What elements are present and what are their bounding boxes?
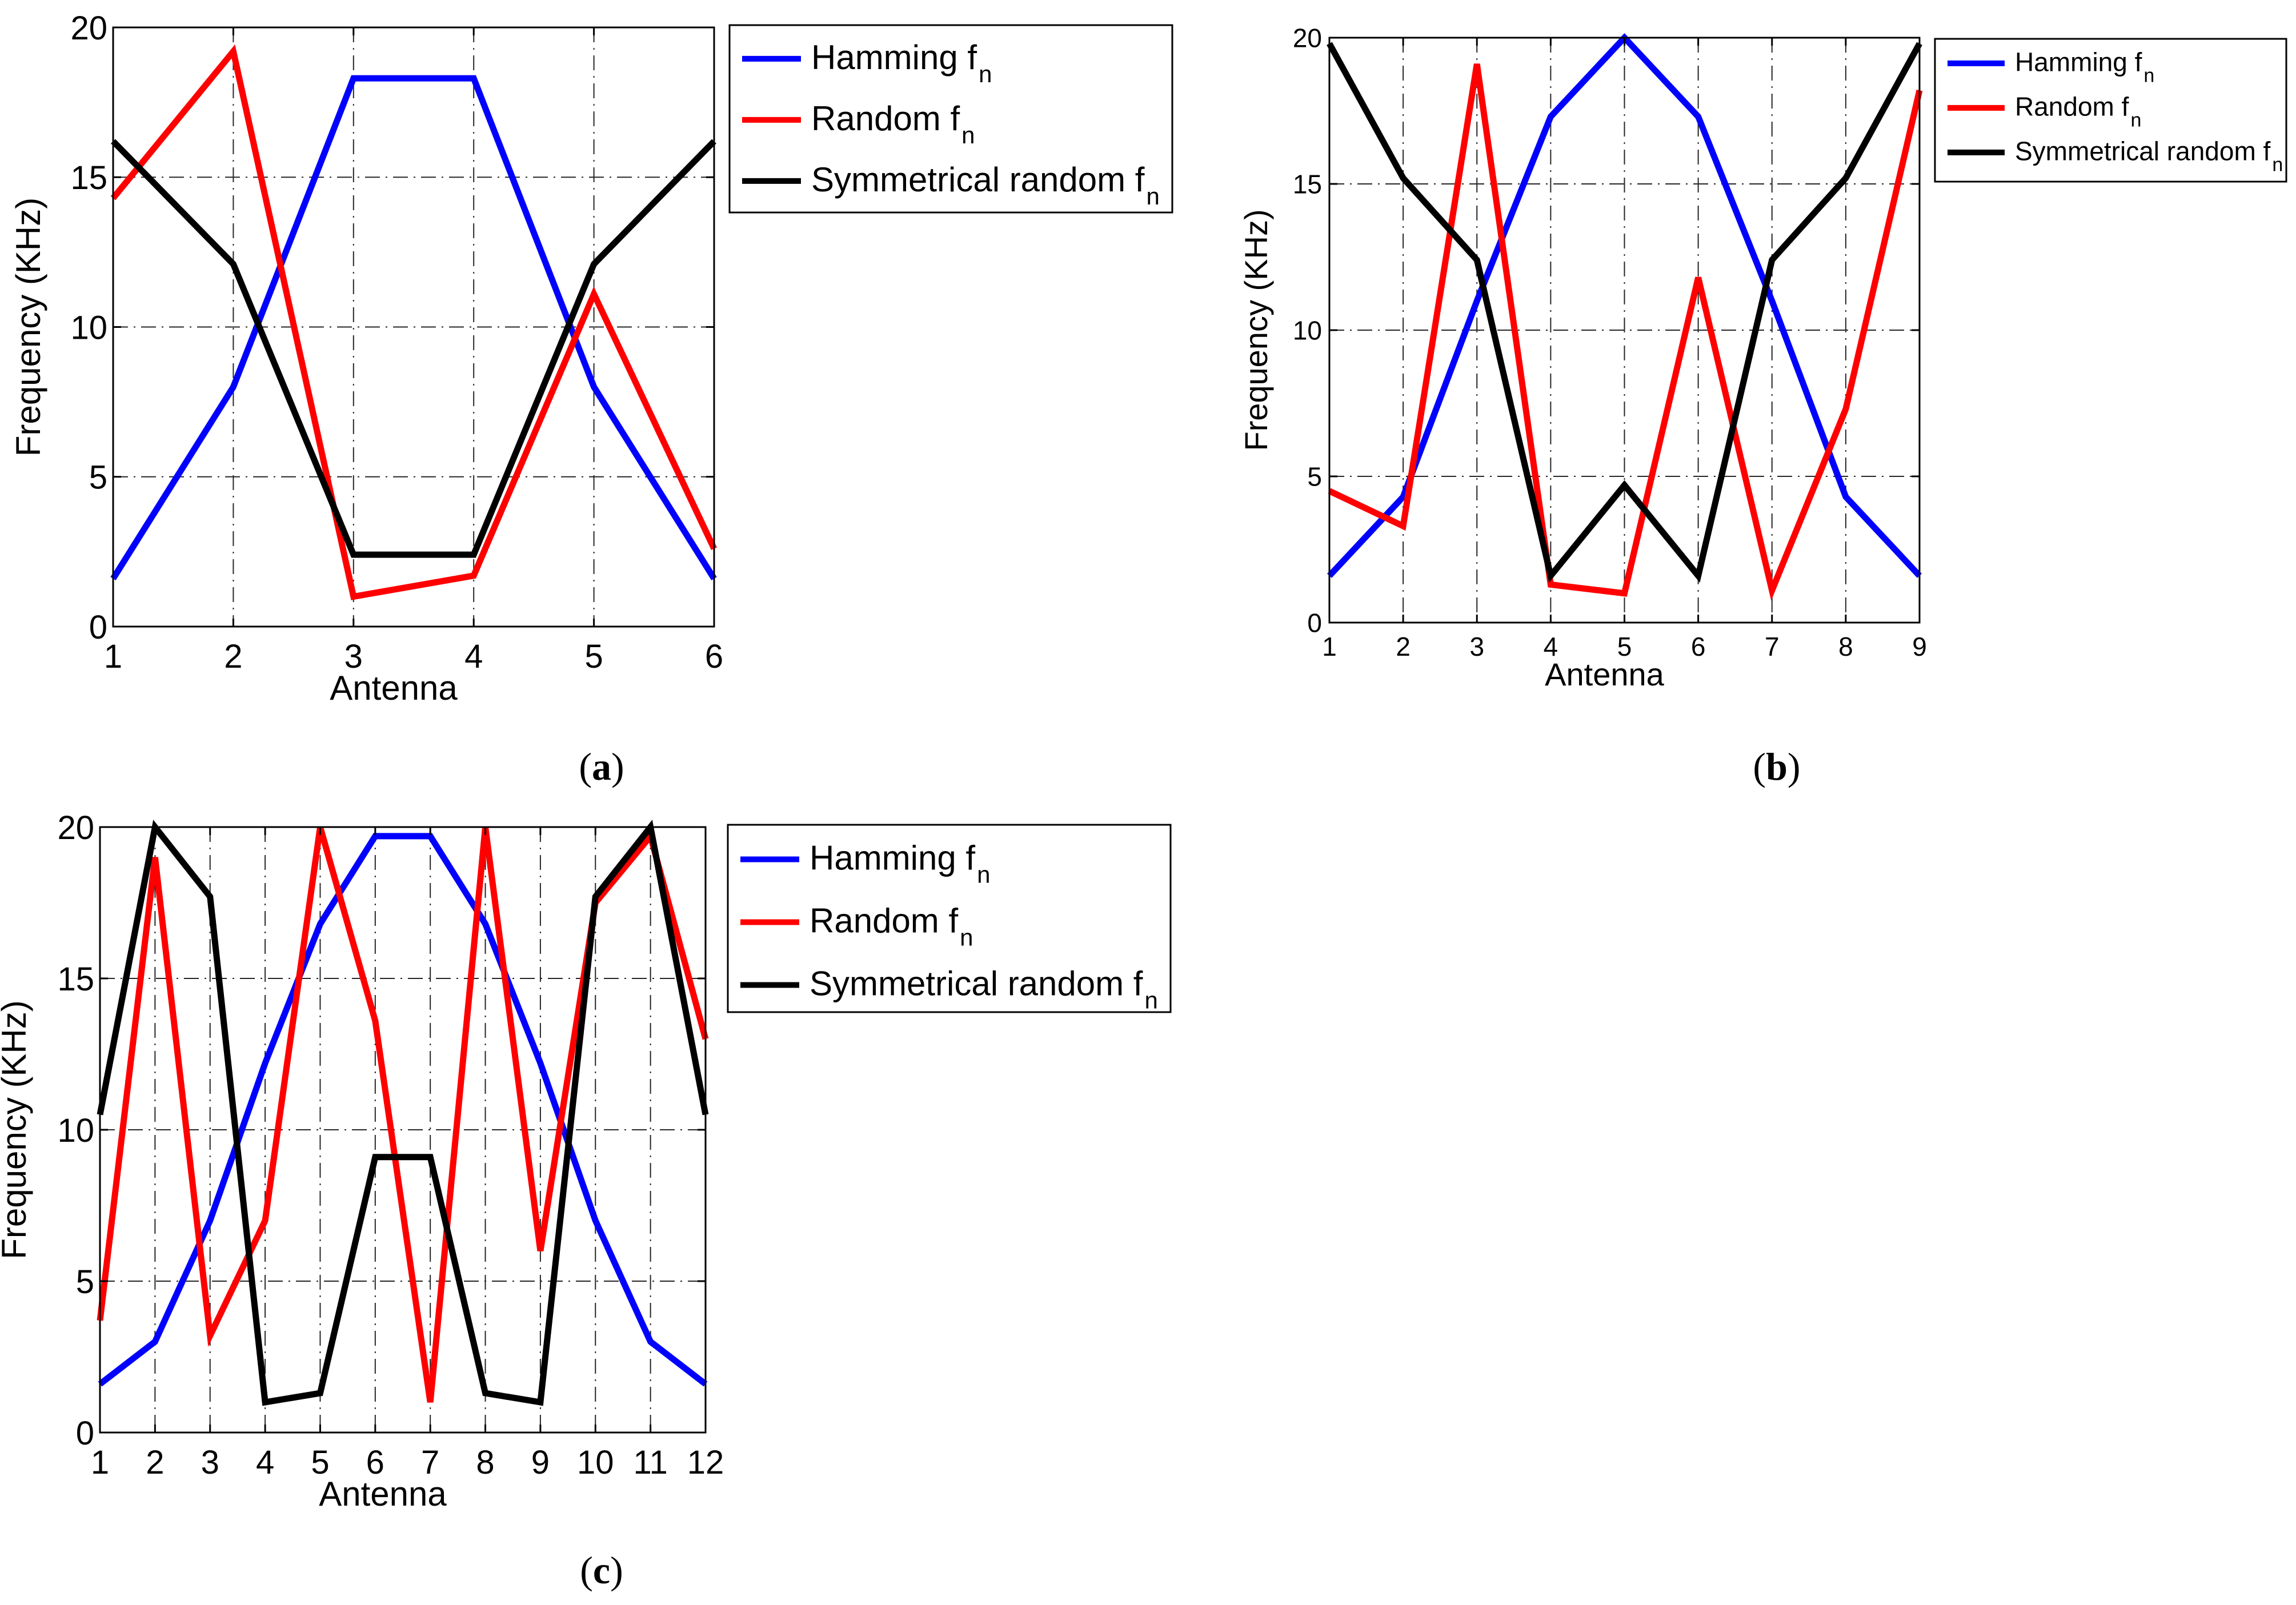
x-tick-label: 5 bbox=[1617, 632, 1632, 661]
x-tick-label: 6 bbox=[1691, 632, 1706, 661]
y-tick-label: 15 bbox=[1293, 170, 1322, 199]
panel-caption-b: (b) bbox=[1753, 745, 1800, 788]
x-tick-label: 4 bbox=[256, 1444, 274, 1481]
legend-label-random: Random fn bbox=[810, 902, 973, 951]
x-tick-label: 5 bbox=[584, 638, 603, 675]
x-axis-label: Antenna bbox=[1545, 656, 1664, 692]
panel-caption-c: (c) bbox=[580, 1548, 623, 1592]
x-tick-label: 1 bbox=[1322, 632, 1337, 661]
x-tick-label: 9 bbox=[1912, 632, 1927, 661]
x-tick-label: 2 bbox=[146, 1444, 164, 1481]
y-tick-label: 10 bbox=[1293, 316, 1322, 346]
x-tick-label: 6 bbox=[366, 1444, 384, 1481]
y-tick-label: 20 bbox=[1293, 23, 1322, 53]
chart-panel-a: 1 2 3 4 5 6 0 5 10 15 20 Antenna Frequency (KHz) Hamm… bbox=[9, 10, 1173, 788]
x-tick-label: 3 bbox=[344, 638, 363, 675]
y-tick-label: 15 bbox=[70, 159, 107, 196]
y-tick-label: 5 bbox=[89, 459, 107, 496]
legend: Hamming fn Random fn Symmetrical random fn bbox=[727, 824, 1172, 1014]
legend-label-hamming: Hamming fn bbox=[810, 839, 990, 888]
legend-label-symmetrical: Symmetrical random fn bbox=[2015, 137, 2283, 176]
x-tick-label: 6 bbox=[705, 638, 723, 675]
chart-panel-c: 1 2 3 4 5 6 7 8 9 10 11 1205101520AntennaFrequency … bbox=[0, 809, 1172, 1592]
x-tick-label: 11 bbox=[634, 1444, 668, 1481]
y-tick-label: 10 bbox=[70, 309, 107, 346]
x-tick-label: 4 bbox=[464, 638, 483, 675]
legend: Hamming fn Random fn Symmetrical random fn bbox=[1934, 38, 2287, 183]
y-tick-label: 0 bbox=[1307, 608, 1322, 638]
y-tick-label: 5 bbox=[1307, 462, 1322, 492]
y-tick-label: 0 bbox=[76, 1415, 94, 1452]
x-tick-label: 1 bbox=[104, 638, 122, 675]
chart-panel-b: 1 2 3 4 5 6 7 8 9 0 5 10 15 20 Antenna Frequency (KHz) H… bbox=[1238, 23, 2287, 788]
x-tick-label: 3 bbox=[1469, 632, 1484, 661]
x-tick-label: 5 bbox=[311, 1444, 329, 1481]
series-line-symmetrical bbox=[1327, 42, 1922, 583]
legend-box bbox=[728, 24, 1173, 214]
x-tick-label: 9 bbox=[531, 1444, 550, 1481]
legend-label-symmetrical: Symmetrical random fn bbox=[811, 160, 1160, 210]
legend-label-random: Random fn bbox=[811, 99, 975, 149]
x-tick-label: 2 bbox=[224, 638, 242, 675]
x-tick-label: 2 bbox=[1396, 632, 1411, 661]
legend-label-hamming: Hamming fn bbox=[811, 38, 992, 87]
y-axis-label: Frequency (KHz) bbox=[1238, 209, 1274, 451]
x-axis-label: Antenna bbox=[319, 1475, 447, 1513]
x-tick-label: 10 bbox=[577, 1444, 614, 1481]
x-tick-label: 7 bbox=[421, 1444, 439, 1481]
series-line-random bbox=[1328, 63, 1923, 601]
y-tick-label: 5 bbox=[76, 1263, 94, 1301]
series-line-hamming bbox=[110, 75, 717, 581]
x-tick-label: 4 bbox=[1544, 632, 1558, 661]
legend-label-hamming: Hamming fn bbox=[2015, 47, 2154, 87]
series-line-random bbox=[97, 826, 709, 1403]
legend: Hamming fn Random fn Symmetrical random fn bbox=[728, 24, 1173, 214]
series-line-symmetrical bbox=[97, 820, 709, 1406]
legend-box bbox=[727, 824, 1172, 1013]
y-axis-label: Frequency (KHz) bbox=[9, 198, 47, 456]
legend-label-symmetrical: Symmetrical random fn bbox=[810, 965, 1158, 1014]
x-tick-label: 7 bbox=[1765, 632, 1780, 661]
series-line-random bbox=[110, 44, 717, 600]
y-tick-label: 15 bbox=[57, 961, 94, 998]
legend-label-random: Random fn bbox=[2015, 92, 2141, 131]
x-tick-label: 12 bbox=[687, 1444, 724, 1481]
y-tick-label: 20 bbox=[70, 10, 107, 47]
x-axis-label: Antenna bbox=[330, 669, 458, 707]
x-tick-label: 3 bbox=[201, 1444, 219, 1481]
series-line-symmetrical bbox=[111, 139, 716, 558]
x-tick-label: 1 bbox=[91, 1444, 109, 1481]
x-tick-label: 8 bbox=[476, 1444, 494, 1481]
panel-caption-a: (a) bbox=[579, 745, 624, 788]
y-tick-label: 10 bbox=[57, 1112, 94, 1149]
y-axis-label: Frequency (KHz) bbox=[0, 1000, 33, 1259]
y-tick-label: 20 bbox=[57, 809, 94, 846]
x-tick-label: 8 bbox=[1838, 632, 1853, 661]
y-tick-label: 0 bbox=[89, 609, 107, 646]
